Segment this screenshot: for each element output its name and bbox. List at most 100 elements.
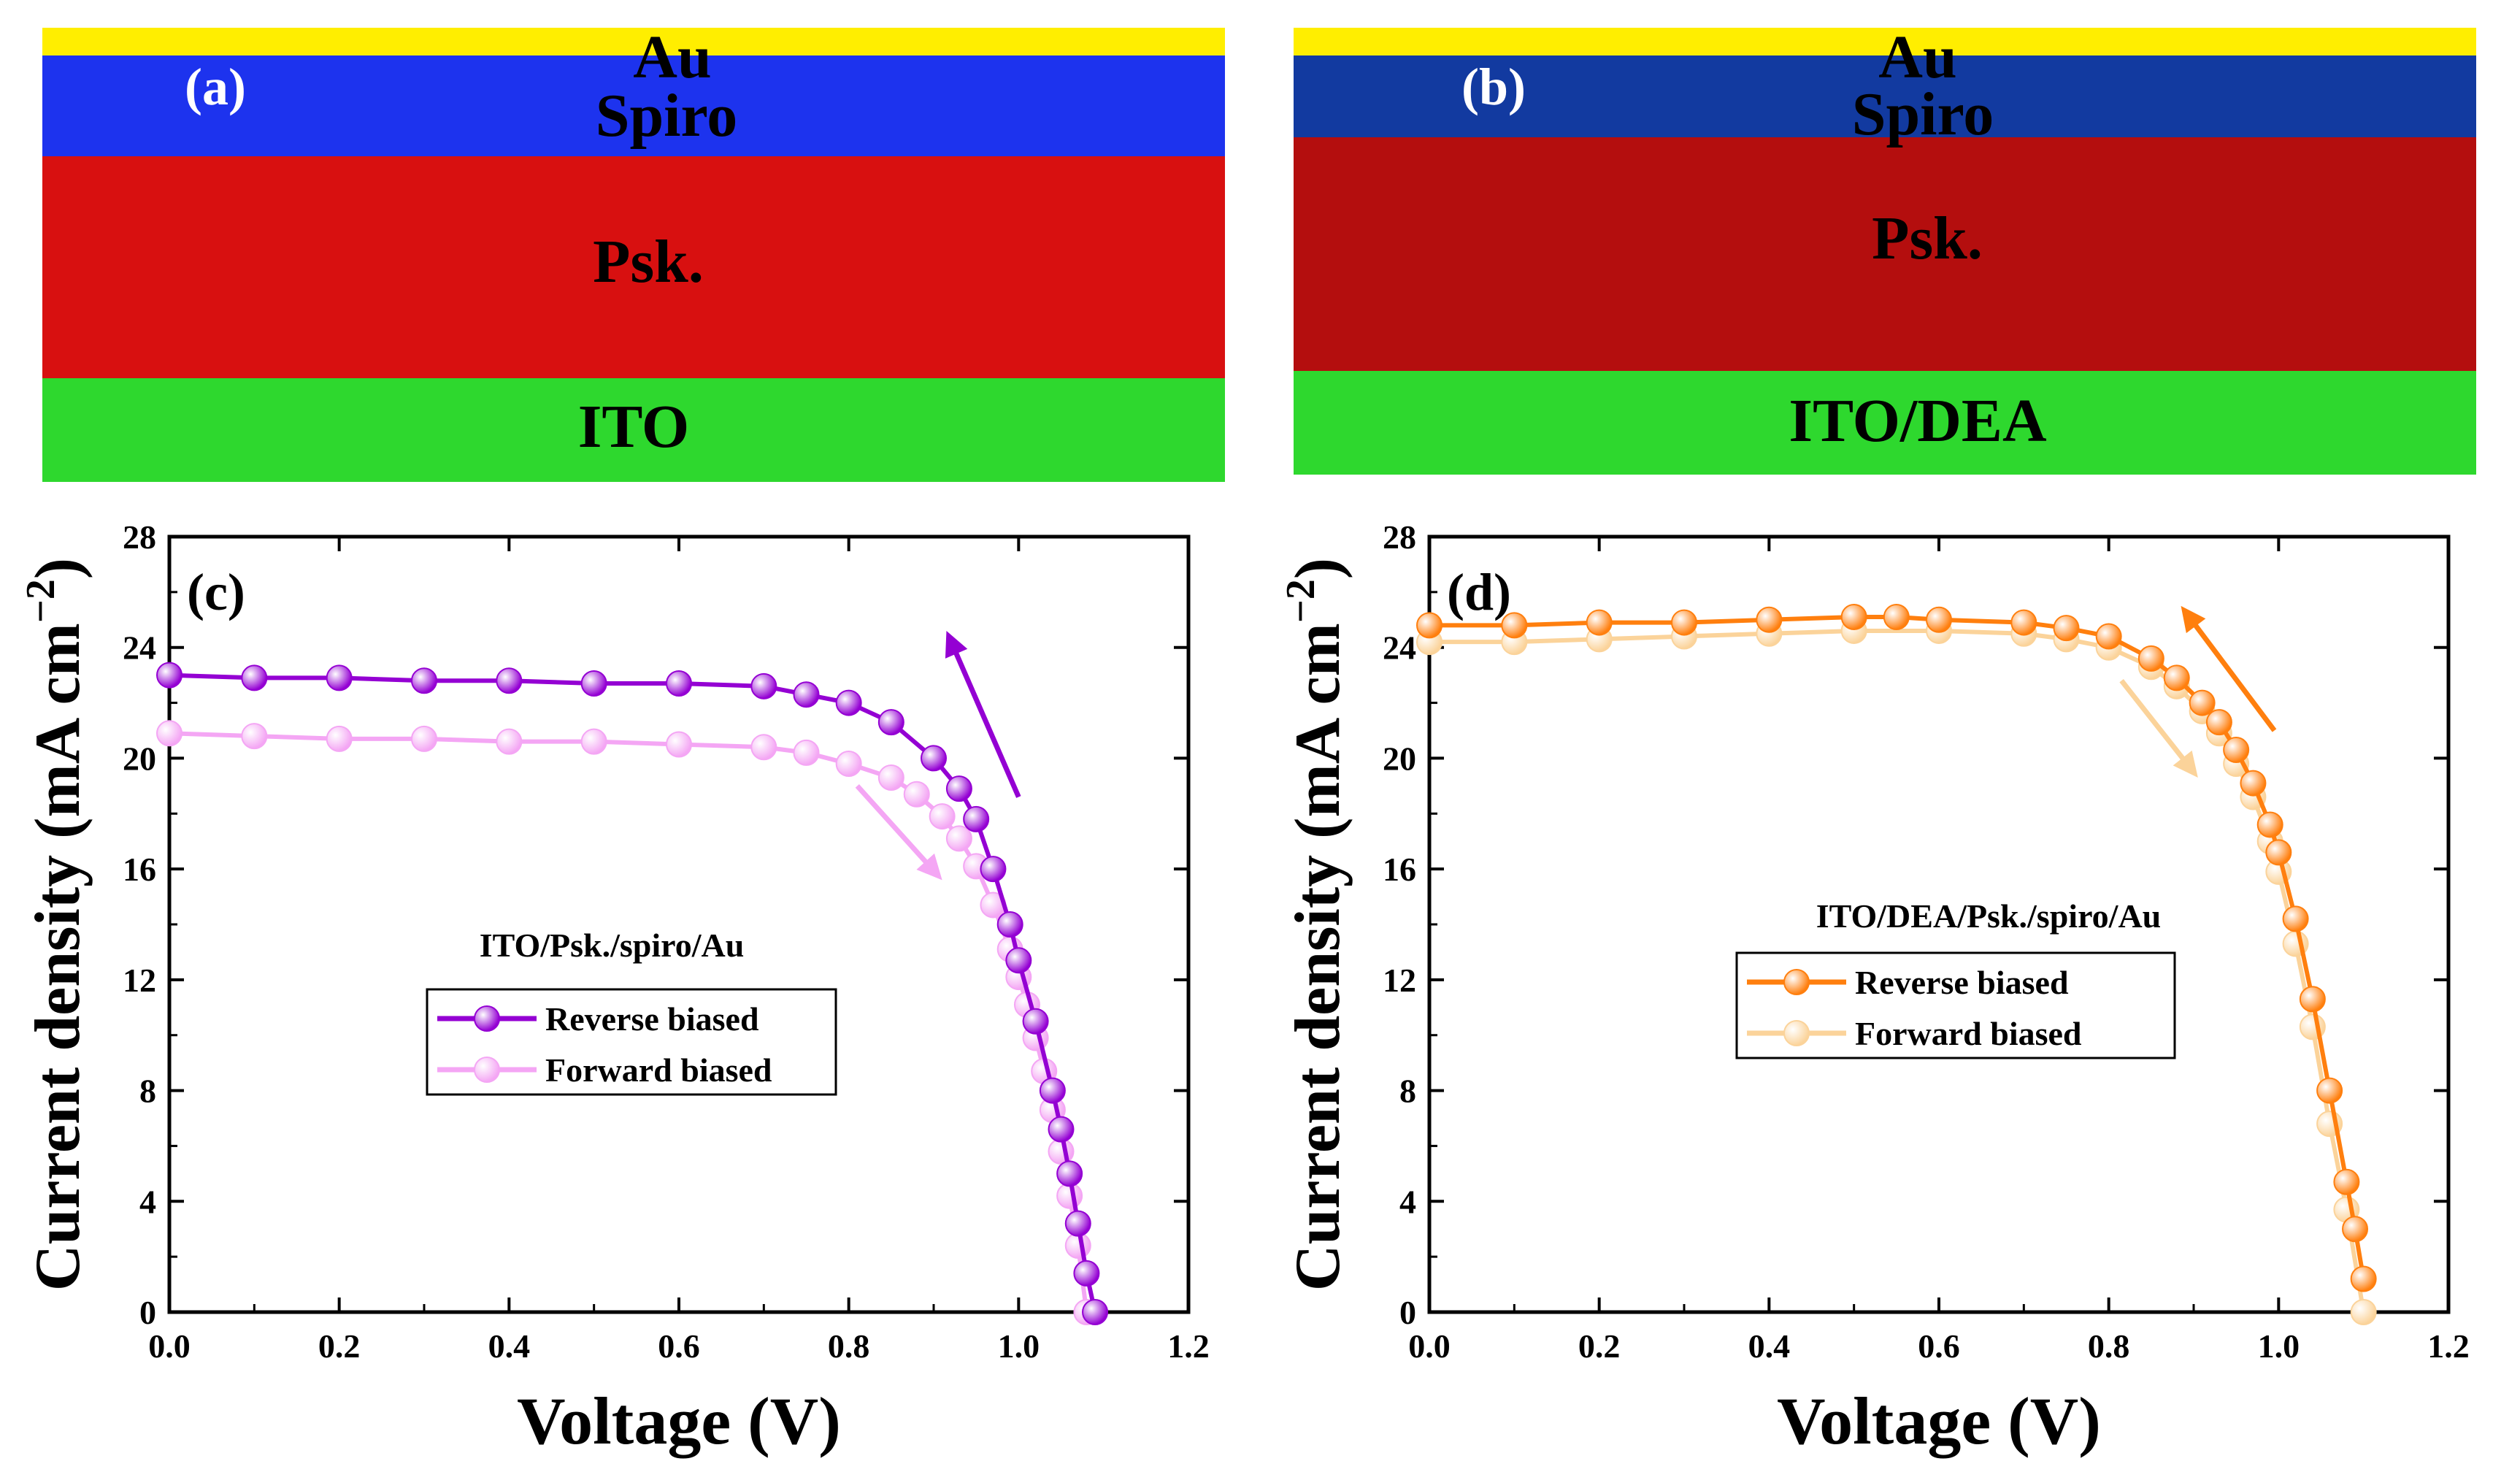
data-point: [411, 667, 437, 694]
x-tick-label: 1.2: [1167, 1327, 1210, 1365]
y-tick-label: 24: [1383, 629, 1416, 667]
data-point: [1064, 1232, 1091, 1259]
x-tick-label: 0.0: [1408, 1327, 1451, 1365]
y-tick-label: 16: [123, 851, 156, 888]
perovskite-label: Psk.: [1872, 204, 1983, 272]
data-point: [580, 728, 607, 755]
sweep-arrow-head: [945, 630, 968, 659]
legend-swatch-marker: [474, 1057, 500, 1083]
data-point: [1056, 1182, 1083, 1209]
data-point: [1064, 1210, 1091, 1237]
data-point: [326, 664, 353, 691]
data-point: [496, 728, 523, 755]
data-point: [2205, 709, 2232, 736]
x-tick-label: 1.0: [998, 1327, 1040, 1365]
data-point: [1005, 947, 1032, 974]
ito-label: ITO: [577, 393, 690, 461]
x-axis-label: Voltage (V): [1777, 1384, 2101, 1458]
spiro-label: Spiro: [595, 82, 738, 150]
data-point: [945, 825, 972, 852]
data-point: [1416, 612, 1443, 639]
data-point: [793, 739, 820, 766]
perovskite-layer: [1294, 137, 2476, 407]
y-tick-label: 4: [1399, 1183, 1416, 1220]
data-point: [963, 805, 990, 832]
data-point: [929, 803, 956, 830]
legend-swatch-marker: [1783, 1020, 1810, 1046]
y-tick-label: 16: [1383, 851, 1416, 888]
au-label: Au: [633, 28, 712, 91]
legend-label: Forward biased: [545, 1051, 772, 1089]
y-tick-label: 28: [1383, 518, 1416, 556]
data-point: [750, 672, 777, 699]
data-point: [156, 720, 183, 747]
data-point: [793, 681, 820, 708]
y-axis-label: Current density (mA cm−2): [18, 558, 93, 1291]
data-point: [996, 911, 1023, 938]
x-tick-label: 0.6: [658, 1327, 700, 1365]
x-tick-label: 0.4: [488, 1327, 531, 1365]
data-point: [1039, 1077, 1066, 1104]
x-tick-label: 0.2: [318, 1327, 361, 1365]
data-point: [835, 689, 862, 716]
legend-label: Reverse biased: [1855, 964, 2069, 1001]
data-point: [411, 725, 437, 752]
x-tick-label: 0.4: [1748, 1327, 1791, 1365]
x-axis-label: Voltage (V): [517, 1384, 841, 1458]
sweep-arrow: [2119, 679, 2192, 770]
data-point: [2189, 689, 2216, 716]
data-point: [2223, 737, 2250, 764]
data-point: [1926, 606, 1952, 633]
y-tick-label: 0: [139, 1294, 156, 1331]
y-tick-label: 12: [123, 962, 156, 999]
data-point: [1501, 612, 1528, 639]
x-tick-label: 0.0: [148, 1327, 191, 1365]
data-point: [1883, 603, 1910, 630]
data-point: [496, 667, 523, 694]
cross-section-a: (a) Au Spiro Psk. ITO: [42, 28, 1225, 482]
data-point: [877, 709, 904, 736]
y-axis-label: Current density (mA cm−2): [1278, 558, 1353, 1291]
y-tick-label: 4: [139, 1183, 156, 1220]
data-point: [2333, 1168, 2360, 1195]
x-tick-label: 0.8: [2088, 1327, 2130, 1365]
chart-d: 0.0 0.2 0.4 0.6 0.8 1.0 1.2 0 4 8 12 16 20 24 28 Voltag…: [1278, 518, 2470, 1458]
sweep-arrow: [2186, 615, 2277, 732]
data-point: [921, 745, 947, 772]
sweep-arrow-head: [916, 853, 942, 881]
sweep-arrow-head: [2173, 750, 2198, 778]
data-point: [835, 751, 862, 778]
device-annotation: ITO/Psk./spiro/Au: [480, 927, 745, 964]
au-label: Au: [1878, 28, 1957, 91]
panel-label: (c): [187, 563, 245, 621]
data-point: [2282, 905, 2309, 932]
data-point: [2350, 1265, 2377, 1292]
panel-label-a: (a): [185, 58, 246, 116]
data-point: [2299, 986, 2326, 1013]
x-tick-label: 1.0: [2258, 1327, 2300, 1365]
data-point: [666, 670, 692, 697]
data-point: [2240, 770, 2267, 797]
x-tick-label: 0.2: [1578, 1327, 1621, 1365]
legend-swatch-marker: [1783, 969, 1810, 995]
data-point: [2256, 811, 2283, 838]
data-point: [2350, 1299, 2377, 1325]
y-tick-label: 12: [1383, 962, 1416, 999]
data-point: [903, 781, 930, 808]
perovskite-layer: [42, 156, 1225, 419]
perovskite-label: Psk.: [593, 228, 704, 296]
data-point: [1756, 606, 1783, 633]
ito-layer: [42, 378, 1225, 482]
ito-dea-layer: [1294, 371, 2476, 475]
data-point: [945, 775, 972, 802]
data-point: [1840, 603, 1867, 630]
x-tick-label: 1.2: [2427, 1327, 2470, 1365]
data-point: [1082, 1299, 1109, 1325]
data-point: [2265, 839, 2292, 866]
data-point: [1671, 609, 1697, 636]
data-point: [1073, 1260, 1100, 1287]
data-point: [980, 856, 1007, 883]
data-point: [1048, 1116, 1075, 1143]
data-point: [2342, 1216, 2369, 1243]
data-point: [156, 662, 183, 689]
